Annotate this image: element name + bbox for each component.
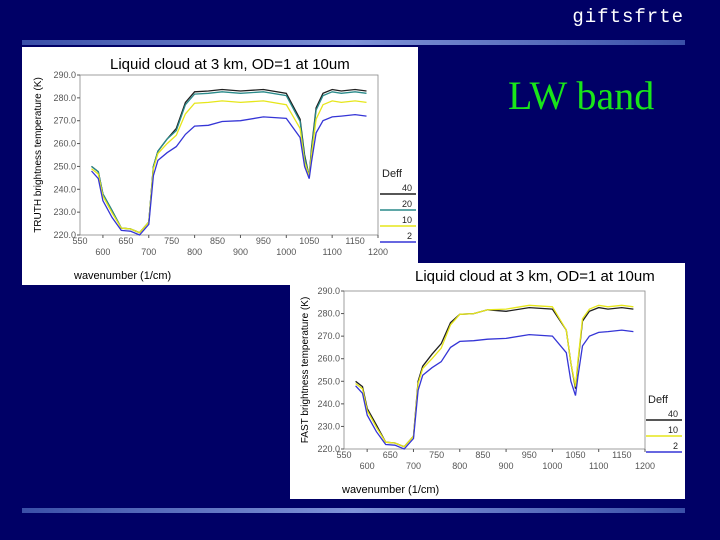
x-tick-label-upper: 1050: [566, 450, 586, 460]
y-tick-label: 240.0: [317, 399, 340, 409]
x-tick-label-lower: 1100: [322, 247, 341, 257]
y-tick-label: 230.0: [53, 207, 76, 217]
x-tick-label-upper: 950: [522, 450, 537, 460]
y-tick-label: 290.0: [53, 70, 76, 80]
truth-chart-panel: Liquid cloud at 3 km, OD=1 at 10um 220.0 2…: [22, 47, 418, 285]
x-tick-label-lower: 1200: [635, 461, 655, 471]
plot-area: [343, 290, 646, 450]
x-tick-label-lower: 700: [141, 247, 156, 257]
y-tick-label: 240.0: [53, 184, 76, 194]
plot-area: [79, 74, 379, 236]
y-tick-label: 250.0: [53, 161, 76, 171]
x-tick-label-upper: 1150: [612, 450, 631, 460]
x-tick-label-upper: 950: [256, 236, 271, 246]
series-line-2: [355, 329, 634, 450]
legend-label-2: 2: [407, 231, 412, 241]
x-tick-label-upper: 650: [118, 236, 133, 246]
y-tick-label: 270.0: [53, 116, 76, 126]
y-tick-label: 290.0: [317, 286, 340, 296]
x-tick-label-lower: 800: [452, 461, 467, 471]
x-tick-label-lower: 1200: [368, 247, 388, 257]
x-tick-label-upper: 750: [429, 450, 444, 460]
y-tick-label: 270.0: [317, 331, 340, 341]
x-tick-label-lower: 600: [95, 247, 110, 257]
x-axis-label: wavenumber (1/cm): [73, 270, 171, 282]
y-tick-label: 260.0: [317, 354, 340, 364]
x-tick-label-upper: 550: [336, 450, 351, 460]
y-tick-label: 220.0: [53, 230, 76, 240]
slide-title: LW band: [508, 73, 655, 118]
x-tick-label-lower: 800: [187, 247, 202, 257]
chart-title: Liquid cloud at 3 km, OD=1 at 10um: [415, 268, 655, 285]
x-tick-label-upper: 550: [72, 236, 87, 246]
y-tick-label: 260.0: [53, 139, 76, 149]
fast-chart-panel: Liquid cloud at 3 km, OD=1 at 10um 220.0 2…: [290, 263, 685, 499]
fast-chart: Liquid cloud at 3 km, OD=1 at 10um 220.0 2…: [300, 268, 682, 496]
bottom-divider: [22, 508, 685, 513]
legend-label-40: 40: [402, 183, 412, 193]
x-tick-label-lower: 900: [499, 461, 514, 471]
brand-label: giftsfrte: [572, 6, 684, 28]
truth-chart: Liquid cloud at 3 km, OD=1 at 10um 220.0 2…: [33, 56, 416, 282]
y-axis-label: FAST brightness temperature (K): [300, 297, 311, 444]
y-tick-label: 230.0: [317, 421, 340, 431]
chart-title: Liquid cloud at 3 km, OD=1 at 10um: [110, 56, 350, 73]
x-tick-label-lower: 900: [233, 247, 248, 257]
legend-label-10: 10: [668, 425, 678, 435]
series-line-10: [91, 100, 367, 234]
x-tick-label-upper: 750: [164, 236, 179, 246]
x-tick-label-upper: 1150: [345, 236, 364, 246]
legend-title: Deff: [648, 394, 669, 406]
y-tick-label: 280.0: [53, 93, 76, 103]
x-tick-label-lower: 1000: [542, 461, 562, 471]
legend-label-20: 20: [402, 199, 412, 209]
x-tick-label-upper: 1050: [299, 236, 319, 246]
y-tick-label: 220.0: [317, 444, 340, 454]
x-tick-label-lower: 1100: [589, 461, 608, 471]
y-tick-label: 280.0: [317, 309, 340, 319]
x-tick-label-upper: 850: [210, 236, 225, 246]
x-tick-label-upper: 850: [475, 450, 490, 460]
x-tick-label-lower: 1000: [276, 247, 296, 257]
series-line-10: [355, 304, 634, 448]
legend-label-10: 10: [402, 215, 412, 225]
y-tick-label: 250.0: [317, 376, 340, 386]
legend-label-2: 2: [673, 441, 678, 451]
x-tick-label-lower: 700: [406, 461, 421, 471]
x-tick-label-upper: 650: [383, 450, 398, 460]
top-divider: [22, 40, 685, 45]
series-line-2: [91, 113, 367, 236]
legend-title: Deff: [382, 168, 403, 180]
legend-label-40: 40: [668, 409, 678, 419]
x-tick-label-lower: 600: [360, 461, 375, 471]
y-axis-label: TRUTH brightness temperature (K): [33, 77, 44, 233]
x-axis-label: wavenumber (1/cm): [341, 484, 439, 496]
